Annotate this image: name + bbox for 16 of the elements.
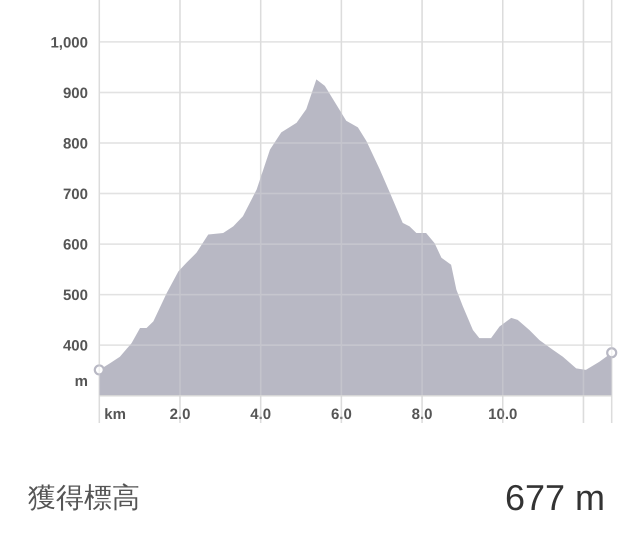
y-tick-label: 500 [62, 287, 88, 304]
text: 677 m [504, 477, 605, 518]
x-tick-label: 8.0 [412, 406, 432, 423]
x-axis-title: km [104, 406, 126, 423]
x-tick-label: 10.0 [488, 406, 518, 423]
y-tick-label: 900 [62, 84, 88, 102]
x-tick-label: 2.0 [170, 406, 190, 423]
x-tick-label: 4.0 [250, 406, 272, 423]
y-axis-title: m [74, 373, 88, 390]
x-tick-label: 6.0 [330, 406, 352, 423]
text: 獲得標高 [28, 482, 140, 513]
y-tick-label: 600 [62, 236, 88, 254]
y-tick-label: 800 [62, 136, 88, 153]
y-tick-label: 700 [62, 186, 88, 204]
y-tick-label: 400 [62, 338, 88, 355]
y-tick-label: 1,000 [50, 34, 88, 52]
